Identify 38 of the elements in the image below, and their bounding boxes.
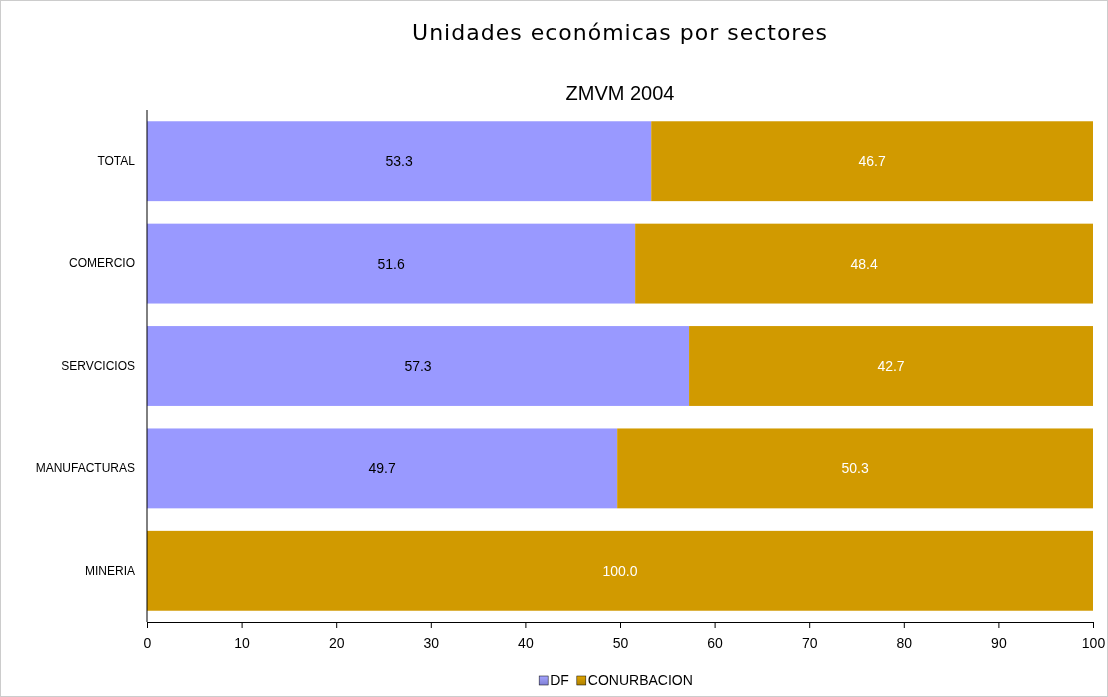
data-label: 100.0 (602, 562, 638, 579)
chart-subtitle: ZMVM 2004 (565, 82, 675, 104)
x-tick-label: 30 (423, 634, 440, 651)
legend-label: DF (550, 672, 569, 688)
bar (635, 223, 1093, 304)
chart-title: Unidades económicas por sectores (412, 20, 828, 45)
data-label: 50.3 (841, 460, 869, 477)
x-tick-label: 60 (707, 634, 724, 651)
x-tick-label: 0 (143, 634, 152, 651)
data-label: 49.7 (368, 460, 396, 477)
y-tick-label: MINERIA (84, 563, 135, 578)
x-tick-label: 70 (801, 634, 818, 651)
x-tick-label: 40 (518, 634, 534, 651)
bar (147, 428, 618, 509)
data-label: 48.4 (850, 255, 878, 272)
bar (651, 121, 1093, 202)
bar (147, 530, 1093, 611)
bar (147, 121, 652, 202)
data-label: 57.3 (404, 358, 432, 374)
x-tick-label: 80 (896, 634, 913, 651)
x-tick-label: 100 (1081, 634, 1106, 651)
y-tick-label: MANUFACTURAS (35, 461, 135, 476)
y-tick-label: TOTAL (97, 154, 136, 169)
y-tick-label: SERVCICIOS (61, 358, 135, 373)
x-tick-label: 50 (612, 634, 629, 651)
data-label: 53.3 (385, 153, 413, 170)
y-tick-label: COMERCIO (69, 256, 135, 271)
data-label: 42.7 (877, 358, 905, 374)
x-tick-label: 90 (991, 634, 1007, 651)
x-tick-label: 10 (234, 634, 251, 651)
x-tick-label: 20 (328, 634, 345, 651)
data-label: 46.7 (858, 153, 886, 170)
bar (147, 326, 690, 406)
bar (617, 428, 1093, 509)
legend-label: CONURBACION (587, 672, 693, 688)
bar (689, 326, 1093, 406)
data-label: 51.6 (377, 255, 405, 272)
bar (147, 223, 636, 304)
